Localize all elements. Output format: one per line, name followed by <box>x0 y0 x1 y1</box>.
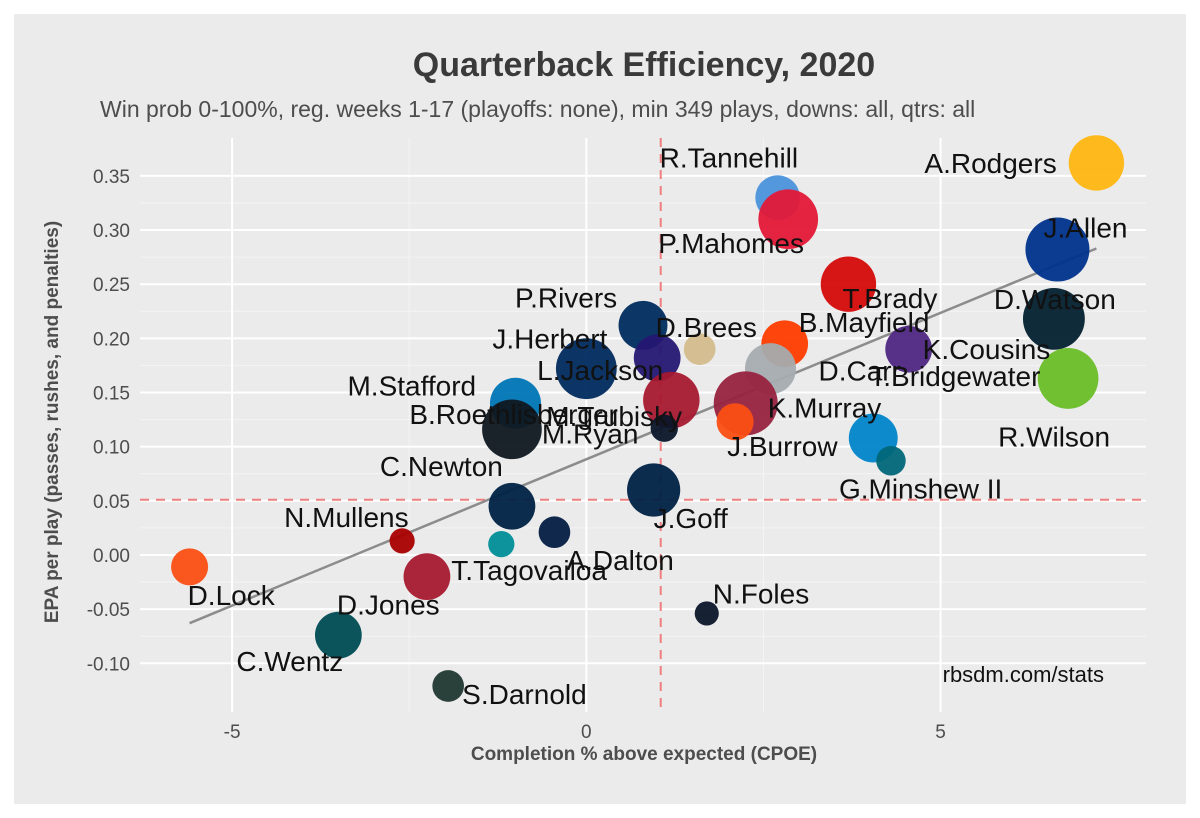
label-a-dalton: A.Dalton <box>566 545 673 576</box>
point-labels: A.Rodgers J.Allen D.Watson R.Wilson R.Tanneh… <box>188 143 1128 710</box>
label-p-rivers: P.Rivers <box>515 282 617 313</box>
label-m-trubisky: M.Trubisky <box>546 401 682 432</box>
label-k-cousins: K.Cousins <box>923 334 1051 365</box>
point-a-rodgers <box>1068 135 1125 191</box>
y-axis-title: EPA per play (passes, rushes, and penalt… <box>42 221 63 623</box>
label-g-minshew-ii: G.Minshew II <box>839 474 1002 505</box>
label-j-goff: J.Goff <box>654 503 728 534</box>
point-j-goff <box>627 463 681 517</box>
label-n-foles: N.Foles <box>713 578 809 609</box>
label-b-mayfield: B.Mayfield <box>799 307 930 338</box>
point-b-roethlisberger <box>643 371 700 429</box>
label-t-tagovailoa: T.Tagovailoa <box>451 555 607 586</box>
point-m-trubisky <box>650 414 678 442</box>
y-tick-label: 0.10 <box>93 438 130 459</box>
y-tick-label: 0.35 <box>93 167 130 188</box>
point-a-dalton <box>538 516 571 549</box>
point-p-mahomes <box>758 189 819 250</box>
y-tick-label: 0.05 <box>93 492 130 513</box>
point-r-wilson <box>1037 348 1099 409</box>
label-r-tannehill: R.Tannehill <box>660 143 799 174</box>
label-c-newton: C.Newton <box>380 451 503 482</box>
label-p-mahomes: P.Mahomes <box>658 228 804 259</box>
trend-line-path <box>189 247 1097 625</box>
label-d-carr: D.Carr <box>819 356 901 387</box>
x-tick-label: 0 <box>581 722 592 743</box>
label-m-stafford: M.Stafford <box>347 370 476 401</box>
point-m-ryan <box>482 399 542 460</box>
chart-title: Quarterback Efficiency, 2020 <box>413 46 875 84</box>
point-g-minshew-ii <box>876 445 906 476</box>
axis-ticks: -0.10 -0.05 0.00 0.05 0.10 0.15 0.20 0.25 0.30 0.… <box>87 167 946 743</box>
label-d-watson: D.Watson <box>994 284 1116 315</box>
point-n-foles <box>694 601 719 626</box>
point-l-jackson <box>633 334 681 382</box>
label-m-ryan: M.Ryan <box>542 418 638 449</box>
label-r-wilson: R.Wilson <box>998 421 1110 452</box>
point-j-herbert <box>555 338 617 400</box>
label-t-bridgewater: T.Bridgewater <box>869 361 1040 392</box>
point-d-jones <box>403 553 451 600</box>
label-j-allen: J.Allen <box>1043 213 1127 244</box>
label-d-jones: D.Jones <box>337 590 440 621</box>
point-k-cousins <box>885 325 933 373</box>
label-c-wentz: C.Wentz <box>236 646 343 677</box>
point-s-darnold <box>432 670 465 702</box>
x-tick-label: -5 <box>224 722 241 743</box>
x-axis-title: Completion % above expected (CPOE) <box>471 744 817 765</box>
scatter-chart: A.Rodgers J.Allen D.Watson R.Wilson R.Tanneh… <box>42 46 1146 765</box>
data-points <box>171 135 1125 702</box>
point-j-allen <box>1025 217 1090 282</box>
x-tick-label: 5 <box>935 722 946 743</box>
label-k-murray: K.Murray <box>768 392 882 423</box>
point-t-tagovailoa <box>488 531 515 558</box>
label-t-brady: T.Brady <box>842 283 937 314</box>
chart-container: A.Rodgers J.Allen D.Watson R.Wilson R.Tanneh… <box>14 14 1186 804</box>
y-tick-label: 0.15 <box>93 384 130 405</box>
y-tick-label: -0.05 <box>87 600 130 621</box>
point-d-brees <box>683 333 716 366</box>
point-n-mullens <box>389 528 415 554</box>
y-tick-label: 0.20 <box>93 329 130 350</box>
label-j-burrow: J.Burrow <box>727 431 838 462</box>
label-b-roethlisberger: B.Roethlisberger <box>409 399 618 430</box>
label-s-darnold: S.Darnold <box>462 679 587 710</box>
point-t-brady <box>820 256 877 312</box>
point-c-wentz <box>314 611 362 659</box>
y-tick-label: 0.30 <box>93 221 130 242</box>
label-d-brees: D.Brees <box>656 312 757 343</box>
chart-subtitle: Win prob 0-100%, reg. weeks 1-17 (playof… <box>100 96 975 122</box>
label-n-mullens: N.Mullens <box>284 502 408 533</box>
point-c-newton <box>488 482 536 530</box>
point-d-watson <box>1022 287 1085 350</box>
label-j-herbert: J.Herbert <box>492 324 607 355</box>
y-tick-label: 0.25 <box>93 275 130 296</box>
point-j-burrow <box>716 403 754 441</box>
label-a-rodgers: A.Rodgers <box>924 148 1056 179</box>
y-tick-label: 0.00 <box>93 546 130 567</box>
trend-line <box>189 247 1097 625</box>
y-tick-label: -0.10 <box>87 654 130 675</box>
label-d-lock: D.Lock <box>188 580 276 611</box>
label-l-jackson: L.Jackson <box>537 355 663 386</box>
credit-text: rbsdm.com/stats <box>943 662 1104 687</box>
point-d-lock <box>171 548 209 586</box>
